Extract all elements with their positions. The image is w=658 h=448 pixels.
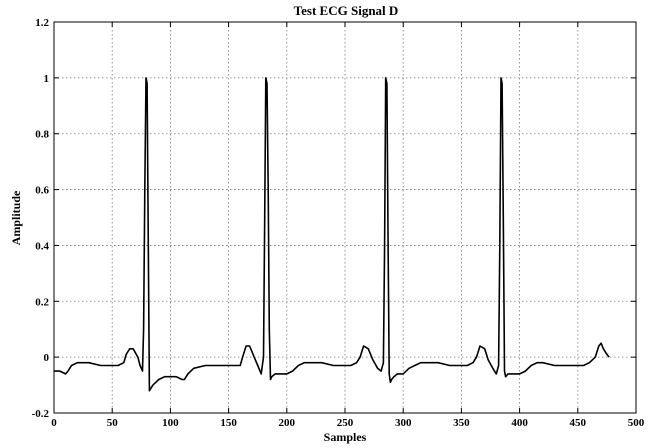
plot-frame (53, 21, 637, 414)
y-tick-label: -0.2 (32, 408, 50, 420)
x-tick-label: 150 (220, 417, 237, 429)
x-tick-label: 50 (107, 417, 119, 429)
ecg-signal-line (54, 77, 610, 392)
series-layer (54, 77, 610, 392)
x-tick-label: 350 (453, 417, 470, 429)
x-axis-label: Samples (324, 430, 367, 444)
y-tick-label: 1.2 (35, 17, 49, 29)
y-tick-label: 0.8 (35, 129, 49, 141)
x-tick-label: 400 (511, 417, 528, 429)
y-tick-label: 0 (44, 352, 50, 364)
y-tick-labels: -0.2 0 0.2 0.4 0.6 0.8 1 1.2 (32, 17, 50, 420)
grid-lines (54, 22, 636, 413)
chart-title: Test ECG Signal D (294, 3, 399, 18)
x-tick-label: 200 (279, 417, 296, 429)
x-tick-label: 100 (162, 417, 179, 429)
x-tick-label: 250 (337, 417, 354, 429)
y-tick-label: 1 (44, 73, 50, 85)
x-tick-label: 0 (51, 417, 57, 429)
x-tick-label: 300 (395, 417, 412, 429)
y-axis-label: Amplitude (9, 190, 23, 245)
x-tick-label: 450 (570, 417, 587, 429)
y-tick-label: 0.2 (35, 296, 49, 308)
y-tick-label: 0.4 (35, 240, 49, 252)
x-tick-labels: 0 50 100 150 200 250 300 350 400 450 500 (51, 417, 645, 429)
x-tick-label: 500 (628, 417, 645, 429)
y-tick-label: 0.6 (35, 185, 49, 197)
